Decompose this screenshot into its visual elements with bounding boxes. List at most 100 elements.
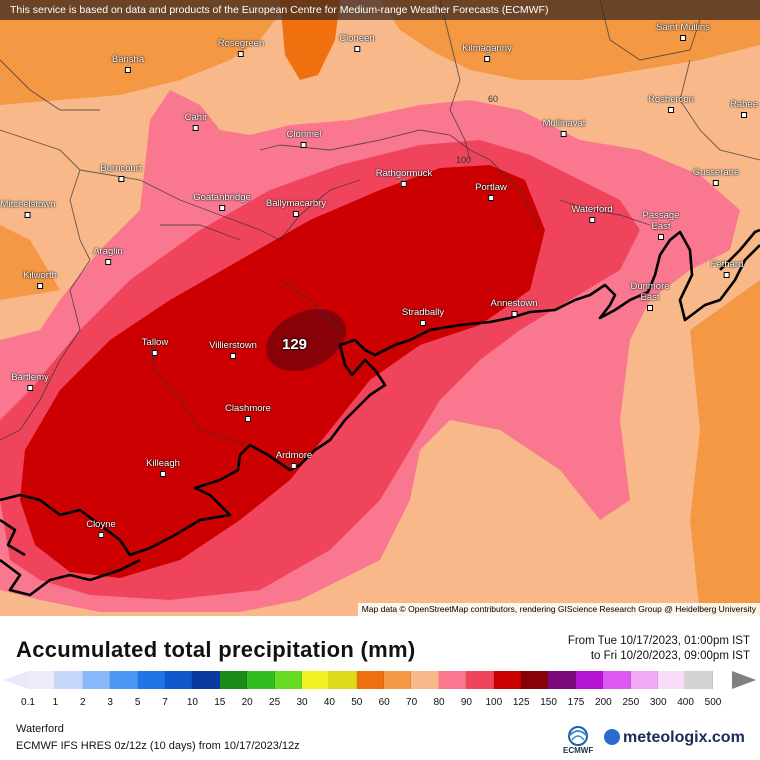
colorbar-swatch xyxy=(55,671,83,689)
place-label: Cloneen xyxy=(339,33,375,52)
county-boundaries xyxy=(0,0,760,451)
field-50-60-nw xyxy=(0,0,290,105)
field-50-60-se xyxy=(690,280,760,616)
colorbar-swatch xyxy=(164,671,193,689)
colorbar-swatch xyxy=(411,671,439,689)
colorbar-swatch xyxy=(219,671,248,689)
colorbar-swatch xyxy=(575,671,604,689)
brand-text: meteologix.com xyxy=(623,729,745,746)
place-label: Mullinavat xyxy=(543,118,585,137)
place-label: Clashmore xyxy=(225,403,271,422)
place-label: Kilmaganny xyxy=(462,43,512,62)
place-label: Passage East xyxy=(636,210,686,240)
colorbar-tick-label: 500 xyxy=(704,697,722,708)
map-canvas: 60 100 xyxy=(0,0,760,616)
meteologix-brand[interactable]: meteologix.com xyxy=(604,729,745,747)
field-50-60-ne xyxy=(380,0,760,80)
colorbar-swatch xyxy=(493,671,522,689)
place-label: Rahee xyxy=(730,99,758,118)
place-label: Clonmel xyxy=(287,129,321,148)
colorbar-tick-label: 30 xyxy=(296,697,308,708)
colorbar-tick-label: 25 xyxy=(269,697,281,708)
place-label: Portlaw xyxy=(475,182,507,201)
colorbar-tick-label: 0.1 xyxy=(21,697,35,708)
place-label: Rosegreen xyxy=(218,38,264,57)
location-label: Waterford xyxy=(16,723,64,735)
ecmwf-label: ECMWF xyxy=(563,746,594,755)
colorbar xyxy=(28,671,713,689)
place-label: Rosbercon xyxy=(648,94,694,113)
contour-label-60: 60 xyxy=(488,94,498,104)
colorbar-tick-label: 400 xyxy=(677,697,694,708)
colorbar-swatch xyxy=(192,671,220,689)
forecast-period: From Tue 10/17/2023, 01:00pm IST to Fri … xyxy=(568,634,750,664)
coastline xyxy=(0,228,760,597)
colorbar-swatch xyxy=(137,671,165,689)
colorbar-swatch xyxy=(28,671,56,689)
field-125-150 xyxy=(266,309,346,371)
place-label: Ardmore xyxy=(276,450,312,469)
colorbar-swatch xyxy=(603,671,631,689)
ecmwf-logo-icon xyxy=(568,726,588,746)
colorbar-swatch xyxy=(685,671,713,689)
place-label: Fethard xyxy=(711,259,743,278)
colorbar-swatch xyxy=(384,671,412,689)
place-label: Saint Mullins xyxy=(656,22,710,41)
colorbar-tick-label: 100 xyxy=(485,697,503,708)
colorbar-tick-label: 250 xyxy=(622,697,640,708)
place-label: Dunmore East xyxy=(625,281,675,311)
period-from: From Tue 10/17/2023, 01:00pm IST xyxy=(567,635,750,647)
colorbar-swatch xyxy=(301,671,330,689)
place-label: Goatanbridge xyxy=(193,192,251,211)
place-label: Ballymacarbry xyxy=(266,198,326,217)
model-info: ECMWF IFS HRES 0z/12z (10 days) from 10/… xyxy=(16,740,300,752)
colorbar-tick-label: 200 xyxy=(595,697,612,708)
place-label: Bansha xyxy=(112,54,144,73)
place-label: Cahir xyxy=(185,112,207,131)
field-50-60-w xyxy=(0,225,60,300)
place-label: Araglin xyxy=(93,246,123,265)
colorbar-tick-label: 7 xyxy=(162,697,168,708)
colorbar-tick-label: 2 xyxy=(80,697,86,708)
place-label: Cloyne xyxy=(86,519,116,538)
colorbar-tick-label: 90 xyxy=(460,697,472,708)
colorbar-tick-label: 50 xyxy=(351,697,363,708)
colorbar-swatch xyxy=(110,671,138,689)
precipitation-map[interactable]: 60 100 This service is based on data and… xyxy=(0,0,760,616)
place-label: Killeagh xyxy=(146,458,180,477)
place-label: Gusserane xyxy=(693,167,739,186)
globe-icon xyxy=(604,729,620,745)
colorbar-tick-label: 125 xyxy=(512,697,530,708)
colorbar-tick-label: 15 xyxy=(214,697,226,708)
place-label: Rathgormuck xyxy=(376,168,432,187)
colorbar-tick-label: 300 xyxy=(649,697,667,708)
colorbar-swatch xyxy=(247,671,275,689)
data-source-banner: This service is based on data and produc… xyxy=(0,0,760,20)
colorbar-tick-label: 3 xyxy=(107,697,113,708)
colorbar-swatch xyxy=(356,671,385,689)
colorbar-swatch xyxy=(657,671,686,689)
colorbar-max-arrow xyxy=(732,671,756,689)
contour-label-100: 100 xyxy=(456,155,471,165)
colorbar-tick-label: 40 xyxy=(323,697,335,708)
legend-title: Accumulated total precipitation (mm) xyxy=(16,637,416,662)
place-label: Burncourt xyxy=(100,163,142,182)
max-value-label: 129 xyxy=(282,336,308,353)
colorbar-swatch xyxy=(630,671,658,689)
colorbar-tick-label: 70 xyxy=(406,697,418,708)
place-label: Tallow xyxy=(142,337,168,356)
colorbar-tick-label: 60 xyxy=(378,697,390,708)
field-100-125 xyxy=(20,165,545,578)
colorbar-tick-label: 175 xyxy=(567,697,585,708)
map-attribution: Map data © OpenStreetMap contributors, r… xyxy=(357,603,760,616)
period-to: to Fri 10/20/2023, 09:00pm IST xyxy=(590,650,750,662)
place-label: Waterford xyxy=(571,204,613,223)
place-label: Bartlemy xyxy=(11,372,49,391)
colorbar-min-arrow xyxy=(4,671,28,689)
colorbar-swatch xyxy=(521,671,549,689)
colorbar-tick-label: 10 xyxy=(186,697,198,708)
place-label: Kilworth xyxy=(23,270,57,289)
colorbar-ticks: 0.1 1 2 3 5 7 10 15 20 25 30 40 50 60 70 80 90 100 125 150 1… xyxy=(0,697,760,711)
colorbar-swatch xyxy=(438,671,467,689)
colorbar-swatch xyxy=(329,671,357,689)
